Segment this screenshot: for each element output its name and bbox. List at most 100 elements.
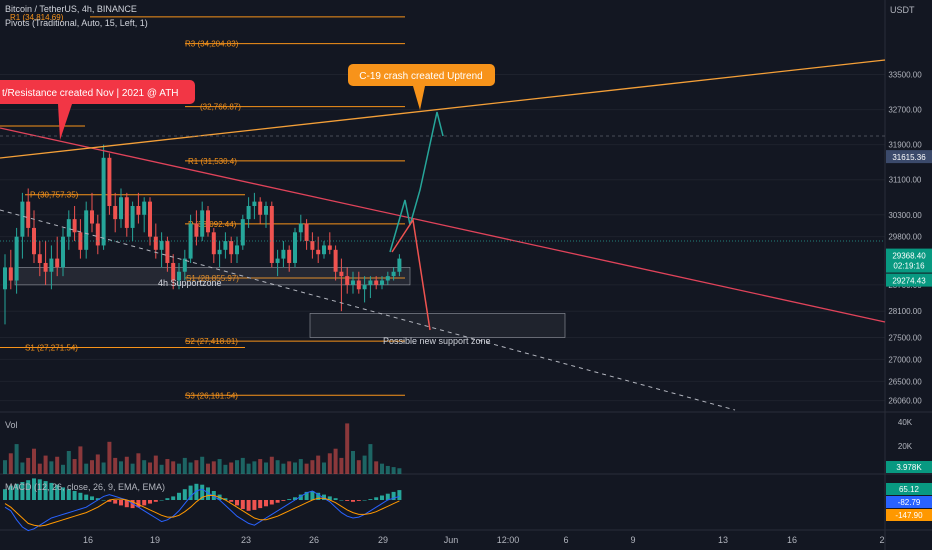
volume-bar-24 bbox=[142, 460, 147, 474]
macd-hist-31 bbox=[182, 489, 187, 500]
macd-value-tag-1 bbox=[886, 496, 932, 508]
candles bbox=[3, 144, 402, 325]
time-tick-3: 26 bbox=[309, 535, 319, 545]
price-tick-10: 26500.00 bbox=[888, 377, 922, 386]
macd-hist-14 bbox=[84, 494, 89, 500]
candle-body-14 bbox=[84, 210, 89, 250]
pivot-label-2: (32,766.87) bbox=[200, 103, 241, 112]
candle-body-58 bbox=[339, 271, 344, 277]
candle-body-34 bbox=[200, 210, 205, 237]
macd-hist-17 bbox=[101, 500, 106, 501]
macd-hist-62 bbox=[362, 500, 367, 501]
symbol-title: Bitcoin / TetherUS, 4h, BINANCE bbox=[5, 4, 137, 14]
candle-body-0 bbox=[3, 267, 7, 290]
pivot-label-5: P (30,092.44) bbox=[188, 220, 237, 229]
volume-bar-38 bbox=[223, 464, 228, 474]
candle-body-1 bbox=[8, 267, 13, 281]
volume-bar-54 bbox=[316, 455, 321, 474]
candle-body-23 bbox=[136, 206, 141, 215]
projection-down-path[interactable] bbox=[391, 217, 431, 331]
candle-body-35 bbox=[206, 210, 210, 233]
time-axis[interactable]: 16 19 23 26 29 Jun 12:00 6 9 13 16 2 bbox=[83, 535, 885, 545]
candle-body-13 bbox=[78, 232, 83, 250]
macd-hist-13 bbox=[78, 492, 83, 500]
macd-hist-52 bbox=[304, 491, 309, 500]
volume-bar-28 bbox=[165, 459, 170, 474]
volume-bar-59 bbox=[345, 423, 350, 474]
projection-up-path[interactable] bbox=[389, 111, 444, 253]
macd-hist-3 bbox=[20, 482, 25, 500]
candle-body-45 bbox=[264, 206, 268, 215]
price-tag-last bbox=[886, 248, 932, 273]
macd-hist-47 bbox=[275, 500, 280, 503]
volume-bar-62 bbox=[362, 455, 367, 474]
volume-bar-37 bbox=[217, 459, 222, 474]
volume-bar-32 bbox=[188, 462, 193, 474]
candle-body-63 bbox=[368, 280, 373, 285]
volume-bar-45 bbox=[264, 462, 268, 474]
time-tick-9: 13 bbox=[718, 535, 728, 545]
macd-hist-29 bbox=[171, 496, 176, 500]
macd-value-text-0: 65.12 bbox=[899, 485, 920, 494]
zone-possible-support bbox=[309, 313, 566, 338]
price-tick-8: 27500.00 bbox=[888, 333, 922, 342]
macd-hist-34 bbox=[200, 484, 205, 500]
macd-hist-68 bbox=[397, 490, 402, 500]
price-tag-countdown: 02:19:16 bbox=[893, 262, 925, 271]
trend-lines[interactable] bbox=[0, 59, 886, 411]
volume-bar-11 bbox=[66, 451, 71, 474]
macd-hist-15 bbox=[90, 496, 94, 500]
volume-bar-26 bbox=[153, 455, 158, 474]
macd-hist-67 bbox=[391, 491, 396, 500]
annotations: C-19 crash created Uptrend t/Resistance c… bbox=[0, 64, 495, 346]
candle-body-51 bbox=[298, 223, 303, 233]
candle-body-16 bbox=[95, 223, 100, 246]
price-tick-9: 27000.00 bbox=[888, 355, 922, 364]
macd-hist-39 bbox=[229, 500, 234, 502]
price-tick-0: 33500.00 bbox=[888, 71, 922, 80]
macd-hist-54 bbox=[316, 492, 321, 500]
volume-bar-52 bbox=[304, 463, 309, 474]
pivot-levels: R1 (34,814.69) R3 (34,204.83) (32,766.87) R… bbox=[0, 13, 405, 400]
candle-body-4 bbox=[26, 201, 31, 228]
uptrend-line[interactable] bbox=[0, 59, 886, 159]
pivot-label-0: R1 (34,814.69) bbox=[10, 13, 64, 22]
volume-bar-46 bbox=[269, 456, 274, 474]
macd-value-text-1: -82.79 bbox=[898, 498, 921, 507]
macd-value-tag-0 bbox=[886, 483, 932, 495]
macd-hist-53 bbox=[310, 491, 315, 500]
pivot-label-8: S1 (27,271.54) bbox=[25, 344, 78, 353]
macd-hist-20 bbox=[119, 500, 123, 506]
price-tick-2: 31900.00 bbox=[888, 141, 922, 150]
price-tick-5: 29800.00 bbox=[888, 233, 922, 242]
volume-bar-15 bbox=[90, 460, 94, 474]
pivots-title: Pivots (Traditional, Auto, 15, Left, 1) bbox=[5, 18, 148, 28]
currency-label: USDT bbox=[890, 5, 915, 15]
price-tag-last-alt bbox=[886, 273, 932, 287]
candle-body-20 bbox=[119, 197, 123, 220]
volume-bar-22 bbox=[130, 463, 135, 474]
price-axis[interactable]: 33500.00 32700.00 31900.00 31100.00 30300.00… bbox=[886, 71, 932, 521]
macd-hist-23 bbox=[136, 500, 141, 508]
time-tick-7: 6 bbox=[563, 535, 568, 545]
macd-hist-58 bbox=[339, 500, 344, 501]
candle-body-33 bbox=[194, 223, 199, 237]
dashed-support-line[interactable] bbox=[0, 209, 736, 411]
volume-bar-8 bbox=[49, 461, 54, 474]
volume-bar-47 bbox=[275, 460, 280, 474]
volume-bar-4 bbox=[26, 457, 31, 474]
volume-bar-20 bbox=[119, 461, 123, 474]
candle-body-54 bbox=[316, 249, 321, 255]
resistance-trendline[interactable] bbox=[0, 127, 886, 323]
macd-hist-16 bbox=[95, 498, 100, 500]
volume-bar-7 bbox=[43, 455, 48, 474]
volume-bar-53 bbox=[310, 460, 315, 474]
macd-hist-26 bbox=[153, 500, 158, 502]
candle-body-47 bbox=[275, 258, 280, 263]
volume-bar-51 bbox=[298, 459, 303, 474]
volume-bar-41 bbox=[240, 457, 245, 474]
volume-bar-25 bbox=[148, 462, 152, 474]
volume-bar-35 bbox=[206, 463, 210, 474]
volume-label: Vol bbox=[5, 420, 18, 430]
